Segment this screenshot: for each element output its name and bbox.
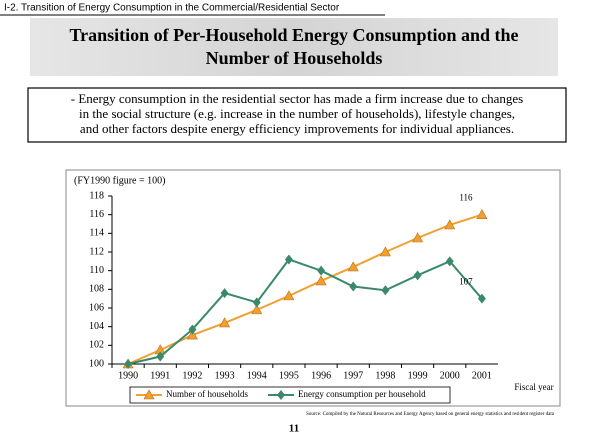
y-tick-label: 108	[89, 284, 104, 295]
marker	[349, 281, 358, 292]
y-tick-label: 110	[89, 265, 104, 276]
x-tick-label: 1995	[279, 370, 299, 381]
x-tick-label: 1993	[215, 370, 235, 381]
marker	[381, 285, 390, 296]
series-line	[127, 213, 483, 365]
y-tick-label: 106	[89, 302, 104, 313]
y-tick-label: 118	[89, 190, 104, 201]
series-line	[127, 258, 483, 365]
marker	[283, 290, 295, 301]
marker	[413, 270, 422, 281]
data-label: 116	[459, 193, 473, 203]
x-tick-label: 1992	[182, 370, 202, 381]
y-tick-label: 100	[89, 358, 104, 369]
header: I-2. Transition of Energy Consumption in…	[4, 3, 340, 14]
x-tick-label: 1997	[343, 370, 363, 381]
marker	[347, 261, 359, 272]
marker	[445, 256, 454, 267]
marker	[477, 293, 486, 304]
x-tick-label: 1998	[375, 370, 395, 381]
chart-box	[65, 169, 561, 407]
marker	[186, 329, 198, 340]
y-tick-label: 102	[89, 340, 104, 351]
marker	[476, 209, 488, 219]
title-box	[30, 18, 558, 76]
source: Source: Compiled by the Natural Resource…	[306, 412, 555, 417]
summary: and other factors despite energy efficie…	[80, 121, 514, 136]
legend-label: Number of households	[166, 389, 248, 399]
plot: 100 102 104 106 108 110 112 114 116 118 1990 1991 19…	[89, 190, 498, 404]
marker	[317, 265, 326, 276]
x-tick-label: 1994	[247, 370, 267, 381]
marker	[315, 275, 327, 286]
marker	[284, 254, 293, 265]
legend-marker	[277, 390, 285, 400]
summary: in the social structure (e.g. increase i…	[79, 106, 515, 121]
x-tick-label: 1990	[118, 370, 138, 381]
x-tick-label: 2000	[440, 370, 460, 381]
marker	[124, 359, 133, 369]
legend-marker	[143, 389, 155, 400]
marker	[379, 246, 391, 257]
title: Number of Households	[206, 48, 383, 68]
marker	[188, 324, 197, 335]
marker	[251, 304, 263, 315]
summary-box	[27, 87, 567, 143]
y-tick-label: 116	[89, 209, 104, 220]
marker	[444, 219, 456, 230]
x-tick-label: 2001	[472, 370, 492, 381]
y-tick-label: 104	[89, 321, 104, 332]
marker	[412, 232, 424, 243]
title: Transition of Per-Household Energy Consu…	[69, 25, 518, 45]
legend-label: Energy consumption per household	[298, 389, 426, 399]
x-axis-label: Fiscal year	[514, 382, 553, 392]
x-tick-label: 1999	[408, 370, 428, 381]
y-axis-label: (FY1990 figure = 100)	[74, 175, 165, 186]
y-tick-label: 112	[89, 246, 104, 257]
data-label: 107	[459, 277, 473, 287]
x-tick-label: 1991	[150, 370, 170, 381]
page-number: 11	[289, 423, 299, 435]
marker	[252, 297, 261, 308]
x-tick-label: 1996	[311, 370, 331, 381]
summary: - Energy consumption in the residential …	[71, 91, 523, 106]
marker	[219, 317, 231, 328]
marker	[220, 288, 229, 299]
marker	[156, 351, 165, 362]
y-tick-label: 114	[89, 228, 104, 239]
